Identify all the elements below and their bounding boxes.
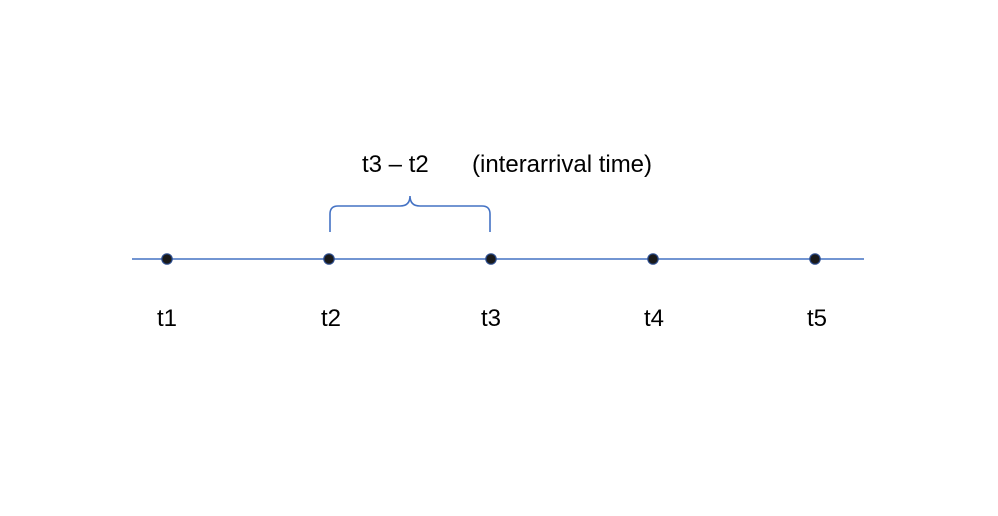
timeline-point-t2 bbox=[323, 253, 335, 265]
timeline-points bbox=[161, 253, 821, 265]
point-label-t4: t4 bbox=[644, 305, 664, 332]
timeline-point-t4 bbox=[647, 253, 659, 265]
timeline-point-t5 bbox=[809, 253, 821, 265]
point-label-t2: t2 bbox=[321, 305, 341, 332]
interval-brace bbox=[329, 195, 491, 232]
timeline-labels: t1 t2 t3 t4 t5 bbox=[157, 305, 827, 332]
point-label-t1: t1 bbox=[157, 305, 177, 332]
point-label-t3: t3 bbox=[481, 305, 501, 332]
interval-note: (interarrival time) bbox=[472, 151, 652, 178]
timeline-point-t1 bbox=[161, 253, 173, 265]
timeline-point-t3 bbox=[485, 253, 497, 265]
point-label-t5: t5 bbox=[807, 305, 827, 332]
interval-label: t3 – t2 bbox=[362, 151, 429, 178]
